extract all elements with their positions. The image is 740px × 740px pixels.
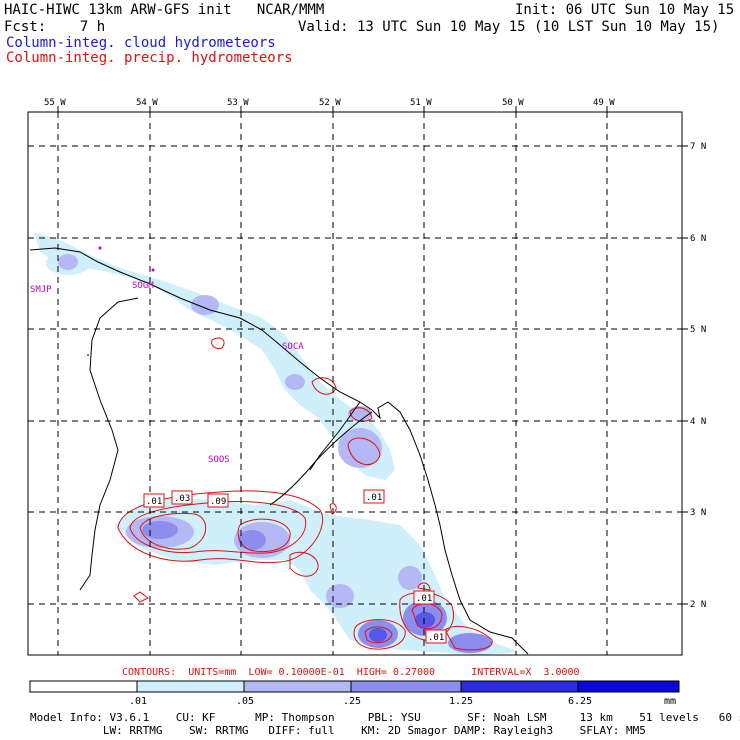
valid-time: Valid: 13 UTC Sun 10 May 15 (10 LST Sun … <box>298 19 720 35</box>
cloud-field-label: Column-integ. cloud hydrometeors <box>6 35 276 51</box>
station-soca: SOCA <box>282 342 304 352</box>
lon-label: 54 W <box>136 98 158 108</box>
coastline <box>29 247 529 655</box>
lat-label: 2 N <box>690 600 706 610</box>
contour-label: .01 <box>428 633 444 643</box>
station-soos: SOOS <box>208 455 230 465</box>
colorbar-ticks: .01 .05 .25 1.25 6.25 mm <box>129 696 676 707</box>
contour-label: .01 <box>146 497 162 507</box>
station-smjp: SMJP <box>30 285 52 295</box>
lat-label: 4 N <box>690 417 706 427</box>
graticule <box>28 112 682 655</box>
precip-field-label: Column-integ. precip. hydrometeors <box>6 50 293 66</box>
lat-label: 7 N <box>690 142 706 152</box>
lat-label: 6 N <box>690 234 706 244</box>
cloud-shading <box>34 232 520 655</box>
title-line: HAIC-HIWC 13km ARW-GFS init NCAR/MMM <box>4 2 325 18</box>
lon-label: 52 W <box>319 98 341 108</box>
station-sogm: SOGM <box>132 281 154 291</box>
colorbar-tick: .05 <box>236 696 254 707</box>
model-info-line2: LW: RRTMG SW: RRTMG DIFF: full KM: 2D Sm… <box>30 724 646 737</box>
colorbar <box>29 680 680 693</box>
contour-label: .03 <box>174 494 190 504</box>
lon-label: 49 W <box>593 98 615 108</box>
contour-label: .09 <box>210 497 226 507</box>
model-info-line1: Model Info: V3.6.1 CU: KF MP: Thompson P… <box>30 711 740 724</box>
lat-label: 5 N <box>690 325 706 335</box>
colorbar-tick: 6.25 <box>568 696 592 707</box>
contour-label: .01 <box>366 493 382 503</box>
colorbar-tick: .01 <box>129 696 147 707</box>
lon-label: 50 W <box>502 98 524 108</box>
station-markers <box>87 246 155 356</box>
lon-label: 55 W <box>44 98 66 108</box>
axis-ticks <box>57 106 688 605</box>
forecast-hour: Fcst: 7 h <box>4 19 106 35</box>
lat-labels: 7 N 6 N 5 N 4 N 3 N 2 N <box>690 142 706 610</box>
colorbar-tick: .25 <box>343 696 361 707</box>
lon-label: 51 W <box>410 98 432 108</box>
contour-value-labels: .01 .03 .09 .01 .01 .01 <box>143 489 447 644</box>
contour-label: .01 <box>416 594 432 604</box>
colorbar-unit: mm <box>664 696 676 707</box>
lon-labels: 55 W 54 W 53 W 52 W 51 W 50 W 49 W <box>44 98 615 108</box>
lon-label: 53 W <box>227 98 249 108</box>
station-labels: SMJP SOGM SOCA SOOS <box>30 281 304 465</box>
contour-info: CONTOURS: UNITS=mm LOW= 0.10000E-01 HIGH… <box>122 667 580 678</box>
init-time: Init: 06 UTC Sun 10 May 15 <box>515 2 735 18</box>
map-frame <box>27 111 683 656</box>
lat-label: 3 N <box>690 508 706 518</box>
colorbar-tick: 1.25 <box>449 696 473 707</box>
